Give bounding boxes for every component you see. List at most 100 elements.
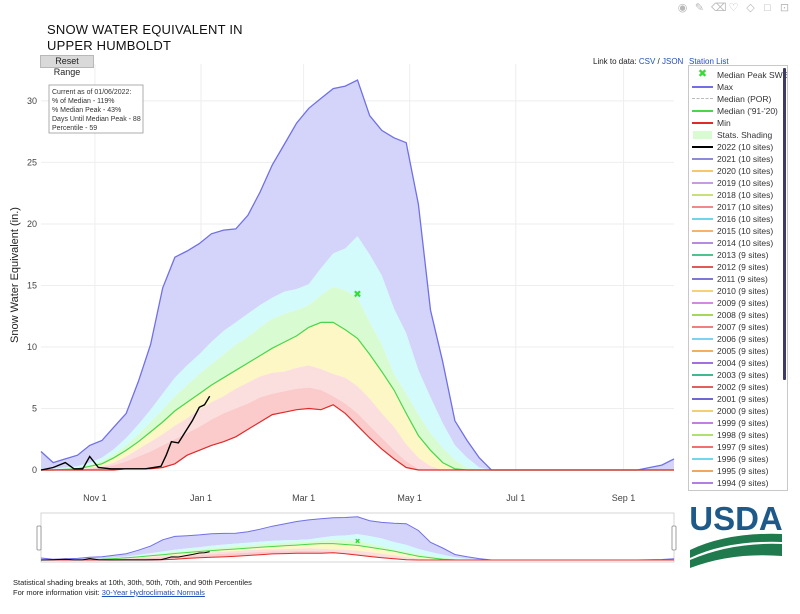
footnote: Statistical shading breaks at 10th, 30th… bbox=[13, 578, 252, 598]
slider-band-90-70 bbox=[41, 534, 674, 560]
legend-item[interactable]: 2010 (9 sites) bbox=[691, 285, 769, 297]
legend-item[interactable]: 2006 (9 sites) bbox=[691, 333, 769, 345]
eraser-icon[interactable]: ⌫ bbox=[711, 2, 727, 14]
close-icon[interactable]: ⊡ bbox=[779, 2, 790, 14]
tag-icon[interactable]: ◇ bbox=[746, 2, 755, 14]
y-tick-label: 25 bbox=[27, 157, 37, 167]
legend-swatch bbox=[691, 333, 714, 345]
median-peak-marker[interactable]: ✖ bbox=[353, 290, 361, 301]
legend-swatch bbox=[691, 477, 714, 489]
legend-swatch bbox=[691, 273, 714, 285]
legend-swatch bbox=[691, 297, 714, 309]
legend-label: 1994 (9 sites) bbox=[717, 478, 769, 488]
legend-item[interactable]: 2011 (9 sites) bbox=[691, 273, 768, 285]
json-link[interactable]: JSON bbox=[661, 57, 684, 66]
legend-item[interactable]: 2002 (9 sites) bbox=[691, 381, 769, 393]
info-line-4: Days Until Median Peak - 88 bbox=[52, 116, 141, 123]
legend-label: 2017 (10 sites) bbox=[717, 202, 774, 212]
range-slider-right-handle[interactable] bbox=[671, 525, 677, 551]
legend-item[interactable]: 2004 (9 sites) bbox=[691, 357, 769, 369]
chart-title: SNOW WATER EQUIVALENT IN UPPER HUMBOLDT bbox=[47, 22, 243, 54]
legend-item[interactable]: 1996 (9 sites) bbox=[691, 453, 769, 465]
legend-label: Median ('91-'20) bbox=[717, 106, 778, 116]
legend-item[interactable]: 2020 (10 sites) bbox=[691, 165, 773, 177]
legend-item[interactable]: 2022 (10 sites) bbox=[691, 141, 773, 153]
pencil-icon[interactable]: ✎ bbox=[694, 2, 705, 14]
slider-band-10-min bbox=[41, 550, 674, 560]
legend-swatch: ✖ bbox=[697, 68, 708, 80]
legend-item[interactable]: 2003 (9 sites) bbox=[691, 369, 769, 381]
legend-item[interactable]: 2009 (9 sites) bbox=[691, 297, 769, 309]
legend-item[interactable]: 2019 (10 sites) bbox=[691, 177, 773, 189]
legend-item[interactable]: 1994 (9 sites) bbox=[691, 477, 769, 489]
y-tick-label: 5 bbox=[32, 403, 37, 413]
band-90-70 bbox=[41, 236, 674, 470]
csv-link[interactable]: CSV bbox=[638, 57, 656, 66]
legend-item[interactable]: 1998 (9 sites) bbox=[691, 429, 769, 441]
legend-item[interactable]: 2018 (10 sites) bbox=[691, 189, 773, 201]
legend-item[interactable]: 2001 (9 sites) bbox=[691, 393, 769, 405]
legend-item[interactable]: Max bbox=[691, 81, 733, 93]
median-line[interactable] bbox=[41, 321, 674, 471]
legend-item[interactable]: 2012 (9 sites) bbox=[691, 261, 769, 273]
legend-item[interactable]: Min bbox=[691, 117, 731, 129]
range-slider-left-handle[interactable] bbox=[36, 525, 42, 551]
station-list-link[interactable]: Station List bbox=[689, 57, 729, 66]
info-line-3: % Median Peak - 43% bbox=[52, 107, 121, 114]
legend-swatch bbox=[691, 429, 714, 441]
legend-swatch bbox=[691, 357, 714, 369]
legend-label: Median (POR) bbox=[717, 94, 772, 104]
legend-item[interactable]: 2005 (9 sites) bbox=[691, 345, 769, 357]
legend-swatch bbox=[691, 81, 714, 93]
legend-item[interactable]: Stats. Shading bbox=[691, 129, 772, 141]
legend-label: Median Peak SWE bbox=[717, 70, 788, 80]
legend-item[interactable]: 2017 (10 sites) bbox=[691, 201, 773, 213]
legend-item[interactable]: 2000 (9 sites) bbox=[691, 405, 769, 417]
legend-swatch bbox=[691, 129, 714, 141]
current-2022-line[interactable] bbox=[40, 395, 211, 471]
x-tick-label: Jan 1 bbox=[190, 493, 212, 503]
legend-item[interactable]: 2016 (10 sites) bbox=[691, 213, 773, 225]
legend[interactable]: ✖ Median Peak SWE Max Median (POR) Median ('… bbox=[688, 65, 788, 491]
range-slider-bg[interactable] bbox=[40, 512, 675, 563]
legend-item[interactable]: 2008 (9 sites) bbox=[691, 309, 769, 321]
legend-swatch bbox=[691, 189, 714, 201]
legend-item[interactable]: 2015 (10 sites) bbox=[691, 225, 773, 237]
legend-swatch bbox=[691, 153, 714, 165]
legend-item[interactable]: 2014 (10 sites) bbox=[691, 237, 773, 249]
legend-item[interactable]: Median ('91-'20) bbox=[691, 105, 778, 117]
legend-label: 2016 (10 sites) bbox=[717, 214, 774, 224]
legend-label: 2002 (9 sites) bbox=[717, 382, 769, 392]
legend-label: 2006 (9 sites) bbox=[717, 334, 769, 344]
legend-scrollbar[interactable] bbox=[783, 68, 786, 380]
legend-item[interactable]: 2021 (10 sites) bbox=[691, 153, 773, 165]
legend-item[interactable]: 2007 (9 sites) bbox=[691, 321, 769, 333]
link-to-data: Link to data: CSV / JSON bbox=[593, 57, 683, 66]
camera-icon[interactable]: ◉ bbox=[677, 2, 688, 14]
reset-range-button[interactable]: Reset Range bbox=[40, 55, 94, 77]
legend-item[interactable]: 1999 (9 sites) bbox=[691, 417, 769, 429]
hydroclimatic-normals-link[interactable]: 30-Year Hydroclimatic Normals bbox=[101, 588, 205, 597]
legend-swatch bbox=[691, 213, 714, 225]
legend-item[interactable]: 1995 (9 sites) bbox=[691, 465, 769, 477]
legend-item[interactable]: 1997 (9 sites) bbox=[691, 441, 769, 453]
heart-icon[interactable]: ♡ bbox=[728, 2, 739, 14]
legend-item[interactable]: 2013 (9 sites) bbox=[691, 249, 769, 261]
legend-swatch bbox=[691, 345, 714, 357]
range-slider[interactable]: ✖ bbox=[40, 512, 675, 563]
legend-item[interactable]: Median (POR) bbox=[691, 93, 771, 105]
x-tick-label: Mar 1 bbox=[292, 493, 315, 503]
info-line-2: % of Median - 119% bbox=[52, 98, 115, 105]
max-line[interactable] bbox=[40, 79, 675, 471]
legend-swatch bbox=[691, 93, 714, 105]
legend-swatch bbox=[691, 249, 714, 261]
band-below-min bbox=[41, 404, 674, 470]
y-tick-label: 10 bbox=[27, 342, 37, 352]
legend-item[interactable]: ✖ Median Peak SWE bbox=[691, 68, 788, 81]
expand-icon[interactable]: □ bbox=[764, 2, 771, 14]
legend-label: 2007 (9 sites) bbox=[717, 322, 769, 332]
legend-label: 2018 (10 sites) bbox=[717, 190, 774, 200]
legend-label: 1998 (9 sites) bbox=[717, 430, 769, 440]
min-line[interactable] bbox=[41, 404, 674, 471]
